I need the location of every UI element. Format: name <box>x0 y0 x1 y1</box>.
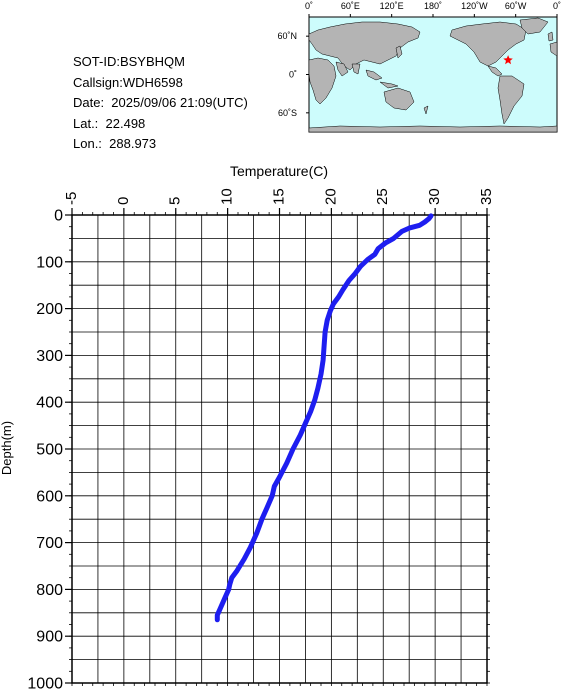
profile-point <box>291 447 295 451</box>
x-axis-ticks: -5 0 5 10 15 20 25 30 35 <box>63 188 495 215</box>
chart-grid <box>72 215 487 683</box>
profile-point <box>315 386 320 391</box>
location-marker-icon <box>503 55 513 65</box>
profile-point <box>298 433 303 437</box>
profile-point <box>222 596 227 601</box>
x-axis-label: Temperature(C) <box>230 163 328 179</box>
x-tick-label: 15 <box>270 188 287 205</box>
profile-point <box>312 397 317 402</box>
map-longitude-label: 60˚E <box>341 1 360 11</box>
profile-point <box>417 223 422 228</box>
profile-point <box>336 294 341 299</box>
profile-point <box>308 409 313 414</box>
profile-point <box>229 575 234 580</box>
map-longitude-label: 180˚ <box>424 1 442 11</box>
y-axis-ticks: 0 100 200 300 400 500 600 700 800 900 1000 <box>27 208 72 690</box>
map-latitude-label: 0˚ <box>289 70 297 80</box>
map-latitude-label: 60˚N <box>277 31 297 41</box>
latitude-text: Lat.: 22.498 <box>73 115 146 131</box>
profile-point <box>215 617 220 622</box>
x-tick-label: 0 <box>115 197 132 205</box>
profile-point <box>277 475 282 480</box>
x-tick-label: 10 <box>219 188 236 205</box>
profile-point <box>248 545 253 550</box>
x-tick-label: 5 <box>167 197 184 205</box>
profile-point <box>426 216 431 221</box>
x-tick-label: 25 <box>374 188 391 205</box>
profile-point <box>328 308 333 313</box>
profile-point <box>358 264 363 269</box>
profile-point <box>347 278 351 283</box>
profile-point <box>376 246 381 251</box>
temperature-profile-series <box>214 213 434 623</box>
map-longitude-label: 0˚ <box>305 1 313 11</box>
profile-point <box>321 358 326 363</box>
map-longitude-label: 60˚W <box>505 1 527 11</box>
x-tick-label: 20 <box>322 188 339 205</box>
profile-point <box>284 461 289 465</box>
profile-point <box>429 213 433 218</box>
profile-point <box>319 372 323 377</box>
profile-point <box>265 505 270 510</box>
sot-id-text: SOT-ID:BSYBHQM <box>73 54 185 69</box>
map-longitude-label: 0˚ <box>553 1 561 11</box>
profile-point <box>242 557 247 561</box>
profile-point <box>218 606 223 611</box>
profile-point <box>254 531 259 536</box>
profile-point <box>323 330 328 334</box>
y-tick-label: 700 <box>36 535 63 552</box>
profile-point <box>226 587 231 592</box>
profile-point <box>215 613 220 618</box>
y-tick-label: 400 <box>36 395 63 412</box>
float-info: SOT-ID:BSYBHQM Callsign:WDH6598 Date: 20… <box>73 52 248 155</box>
longitude-text: Lon.: 288.973 <box>73 136 157 151</box>
x-tick-label: 35 <box>478 188 495 205</box>
profile-point <box>322 344 327 348</box>
y-tick-label: 600 <box>36 488 63 505</box>
profile-point <box>372 252 377 257</box>
map-land <box>308 17 558 133</box>
date-text: Date: 2025/09/06 21:09(UTC) <box>73 95 248 110</box>
y-tick-label: 100 <box>36 254 63 271</box>
y-tick-label: 200 <box>36 301 63 318</box>
profile-point <box>270 493 275 498</box>
profile-point <box>227 582 232 587</box>
profile-point <box>325 318 330 323</box>
temperature-profile-line <box>214 213 434 623</box>
map-latitude-label: 60˚S <box>278 108 297 118</box>
profile-point <box>340 287 345 292</box>
y-axis-label: Depth(m) <box>0 421 14 475</box>
profile-point <box>391 236 396 241</box>
profile-point <box>422 220 427 224</box>
profile-point <box>331 301 336 306</box>
map-longitude-label: 120˚W <box>461 1 488 11</box>
y-tick-label: 800 <box>36 582 63 599</box>
x-tick-label: 30 <box>426 188 443 205</box>
y-tick-label: 0 <box>54 208 63 225</box>
profile-point <box>399 229 404 234</box>
profile-point <box>303 421 308 426</box>
profile-point <box>407 226 412 231</box>
profile-point <box>259 517 264 522</box>
profile-point <box>353 271 358 276</box>
profile-point <box>235 568 239 573</box>
y-tick-label: 300 <box>36 348 63 365</box>
y-tick-label: 500 <box>36 442 63 459</box>
map-longitude-label: 120˚E <box>380 1 404 11</box>
callsign-text: Callsign:WDH6598 <box>73 74 183 90</box>
profile-point <box>272 484 277 489</box>
profile-point <box>365 257 370 262</box>
profile-point <box>383 241 388 246</box>
y-tick-label: 900 <box>36 629 63 646</box>
x-tick-label: -5 <box>63 192 80 205</box>
y-tick-label: 1000 <box>27 676 63 690</box>
